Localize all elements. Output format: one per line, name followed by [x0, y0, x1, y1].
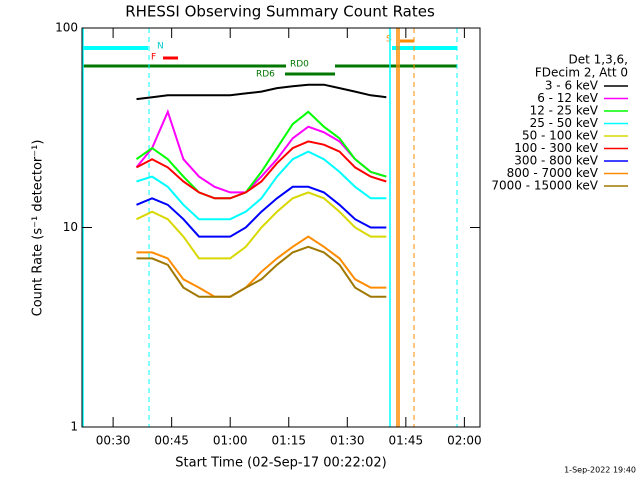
legend-label: 12 - 25 keV — [530, 104, 599, 118]
legend-label: 300 - 800 keV — [514, 154, 598, 168]
x-tick-label: 02:00 — [447, 434, 482, 448]
data-line — [136, 191, 387, 260]
data-line — [135, 108, 387, 194]
data-line — [136, 150, 387, 221]
legend-label: 50 - 100 keV — [522, 129, 599, 143]
flags: N F RD0 RD6 S — [82, 28, 458, 427]
data-line — [136, 185, 387, 238]
legend-header: FDecim 2, Att 0 — [535, 66, 628, 80]
flag-label: N — [157, 42, 164, 52]
legend-label: 800 - 7000 keV — [507, 166, 599, 180]
data-line — [136, 245, 387, 298]
flag-label: S — [386, 35, 392, 45]
x-tick-label: 01:30 — [330, 434, 365, 448]
x-axis-label: Start Time (02-Sep-17 00:22:02) — [175, 456, 386, 471]
y-tick-label: 100 — [55, 21, 78, 35]
plot-area — [135, 83, 387, 298]
x-tick-label: 00:30 — [96, 434, 131, 448]
x-tick-label: 01:00 — [213, 434, 248, 448]
data-line — [136, 83, 387, 101]
data-line — [135, 110, 387, 200]
legend-label: 100 - 300 keV — [514, 141, 598, 155]
flag-label: RD6 — [256, 70, 275, 80]
x-tick-label: 01:45 — [389, 434, 424, 448]
y-tick-label: 10 — [63, 220, 78, 234]
x-tick-label: 00:45 — [154, 434, 189, 448]
footer: 1-Sep-2022 19:40 — [564, 466, 636, 475]
legend-label: 6 - 12 keV — [537, 91, 599, 105]
data-line — [136, 235, 387, 298]
legend-header: Det 1,3,6, — [569, 53, 629, 67]
legend-label: 3 - 6 keV — [545, 79, 599, 93]
y-axis-label: Count Rate (s⁻¹ detector⁻¹) — [31, 140, 46, 317]
chart-title: RHESSI Observing Summary Count Rates — [125, 3, 435, 21]
y-tick-label: 1 — [70, 420, 78, 434]
flag-label: F — [151, 53, 156, 63]
data-line — [136, 140, 387, 200]
legend-label: 7000 - 15000 keV — [491, 179, 598, 193]
legend-label: 25 - 50 keV — [530, 116, 599, 130]
x-tick-label: 01:15 — [271, 434, 306, 448]
flag-label: RD0 — [290, 60, 309, 70]
